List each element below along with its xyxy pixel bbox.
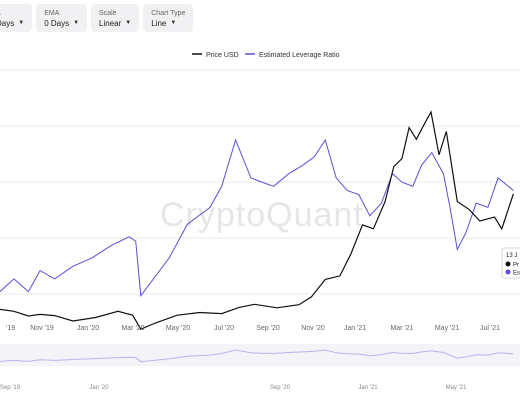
scale-dropdown[interactable]: Scale Linear ▼ [91,4,140,32]
tooltip-date: 13 J [506,253,517,259]
x-tick-label: Jul '21 [480,325,500,332]
legend-label-price: Price USD [206,52,239,59]
series-line-leverage [0,138,514,298]
x-tick-label: Jul '20 [214,325,234,332]
navigator-tick-label: Jan '21 [358,385,378,391]
series-line-price [0,110,514,330]
tooltip-leverage-dot [505,269,511,275]
chart-type-dropdown[interactable]: Chart Type Line ▼ [143,4,194,32]
navigator-tick-label: May '21 [446,385,467,391]
x-tick-label: Jan '21 [344,325,366,332]
x-tick-label: Mar '21 [390,325,413,332]
navigator-tick-label: Jan '20 [89,385,109,391]
chart-type-dropdown-label: Chart Type [151,10,186,17]
grid-lines [0,69,520,295]
x-tick-label: Sep '20 [256,325,280,332]
ema-dropdown-value: 0 Days [44,19,70,28]
scale-dropdown-label: Scale [99,10,117,17]
x-tick-label: Nov '19 [30,325,54,332]
caret-down-icon: ▼ [73,20,80,26]
chart-controls: A Days▼ EMA 0 Days▼ Scale Linear▼ Chart … [0,4,194,32]
caret-down-icon: ▼ [125,20,132,26]
x-tick-label: May '20 [166,325,190,332]
legend: Price USD Estimated Leverage Ratio [192,52,340,59]
period-dropdown[interactable]: A Days▼ [0,4,33,32]
tooltip-price-label: Pr [513,263,519,269]
x-tick-label: '19 [6,325,15,332]
tooltip: 13 J Pr Es [501,247,520,279]
x-tick-label: Jan '20 [77,325,99,332]
navigator-line [0,349,514,363]
navigator[interactable]: Sep '19 Jan '20 Sep '20 Jan '21 May '21 [0,344,520,391]
tooltip-price-dot [505,261,511,267]
legend-item-leverage[interactable]: Estimated Leverage Ratio [245,52,340,59]
x-tick-label: Mar '20 [121,325,144,332]
caret-down-icon: ▼ [18,20,25,26]
navigator-tick-label: Sep '19 [0,385,21,391]
x-tick-label: Nov '20 [301,325,325,332]
x-tick-label: May '21 [435,325,459,332]
navigator-tick-label: Sep '20 [270,385,291,391]
navigator-ticks: Sep '19 Jan '20 Sep '20 Jan '21 May '21 [0,385,467,391]
ema-dropdown-label: EMA [44,10,60,17]
tooltip-leverage-label: Es [513,271,520,277]
period-dropdown-value: Days [0,19,15,28]
legend-item-price[interactable]: Price USD [192,52,239,59]
ema-dropdown[interactable]: EMA 0 Days ▼ [36,4,88,32]
legend-label-leverage: Estimated Leverage Ratio [259,52,340,59]
period-dropdown-label: A [0,9,24,18]
watermark-text: CryptoQuant [160,196,364,234]
x-axis-ticks: '19 Nov '19 Jan '20 Mar '20 May '20 Jul '20 Se… [6,325,500,332]
caret-down-icon: ▼ [170,20,177,26]
scale-dropdown-value: Linear [99,19,122,28]
navigator-background [0,344,520,366]
chart-type-dropdown-value: Line [151,19,167,28]
